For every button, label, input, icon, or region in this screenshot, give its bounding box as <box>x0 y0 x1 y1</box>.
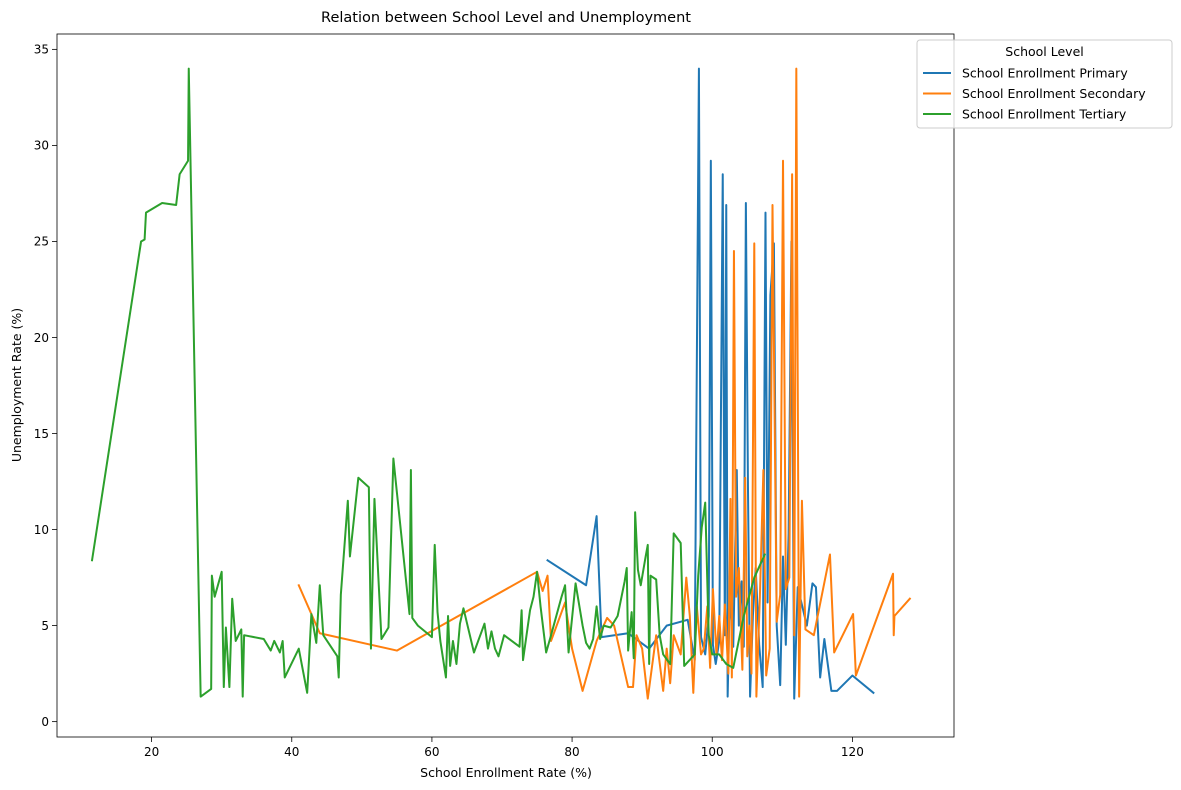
y-tick-label: 15 <box>34 427 49 441</box>
y-tick-label: 25 <box>34 235 49 249</box>
legend-entry-3: School Enrollment Tertiary <box>962 107 1127 122</box>
chart-title: Relation between School Level and Unempl… <box>321 10 691 26</box>
y-tick-label: 35 <box>34 43 49 57</box>
series-line-2 <box>297 67 912 700</box>
legend-entry-2: School Enrollment Secondary <box>962 86 1146 101</box>
y-axis-label: Unemployment Rate (%) <box>9 308 24 462</box>
y-tick-label: 30 <box>34 139 49 153</box>
y-tick-label: 0 <box>41 715 49 729</box>
plot-frame <box>56 33 955 738</box>
legend-box <box>916 39 1173 129</box>
x-tick-label: 100 <box>701 745 724 759</box>
series-line-3 <box>90 67 767 698</box>
y-tick-label: 5 <box>41 619 49 633</box>
x-tick-label: 40 <box>284 745 299 759</box>
y-tick-label: 10 <box>34 523 49 537</box>
legend-title: School Level <box>1005 44 1083 59</box>
x-axis: 20 40 60 80 100 120 <box>144 737 864 759</box>
x-tick-label: 20 <box>144 745 159 759</box>
series-layer <box>90 67 912 700</box>
x-tick-label: 60 <box>424 745 439 759</box>
plot-area <box>56 33 955 738</box>
x-tick-label: 80 <box>564 745 579 759</box>
x-axis-label: School Enrollment Rate (%) <box>420 765 592 780</box>
legend: School Level School Enrollment Primary Sch… <box>916 39 1173 129</box>
y-tick-label: 20 <box>34 331 49 345</box>
y-axis: 0 5 10 15 20 25 30 35 <box>34 43 57 729</box>
x-tick-label: 120 <box>841 745 864 759</box>
legend-entry-1: School Enrollment Primary <box>962 66 1128 81</box>
